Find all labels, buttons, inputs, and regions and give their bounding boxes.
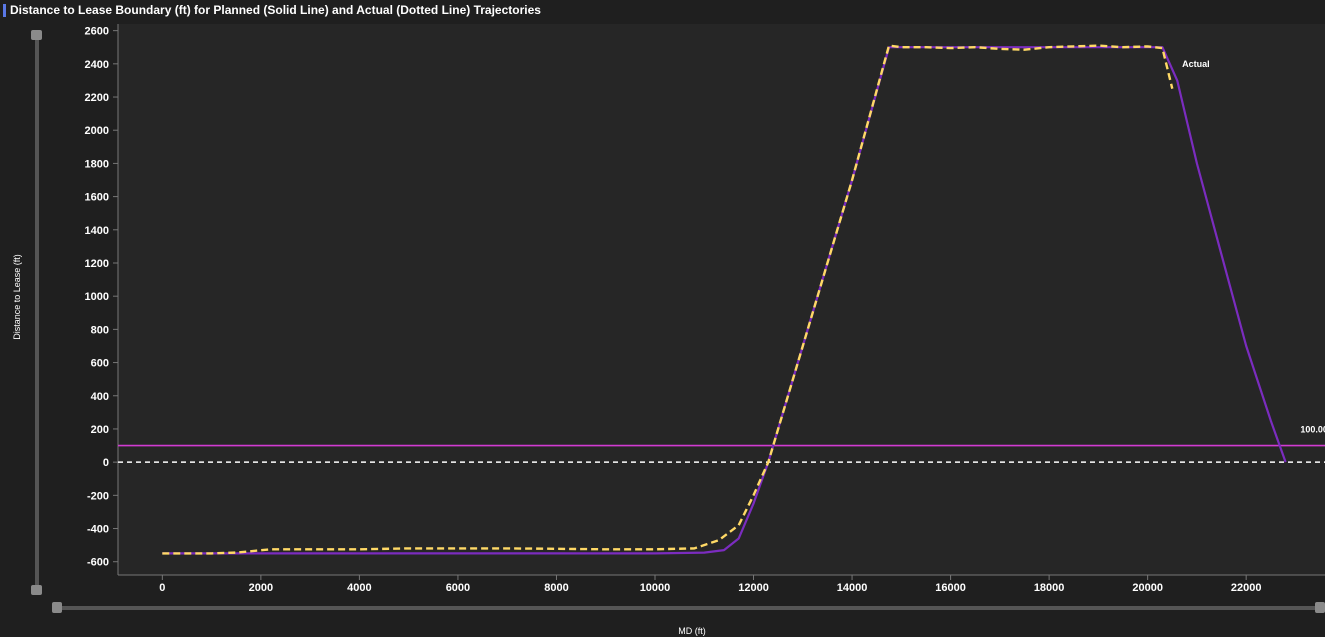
y-tick-label: 200 bbox=[91, 424, 109, 436]
chart-title: Distance to Lease Boundary (ft) for Plan… bbox=[10, 3, 541, 17]
x-tick-label: 12000 bbox=[738, 582, 769, 594]
y-tick-label: 2400 bbox=[85, 59, 109, 71]
vertical-range-slider-bottom-handle[interactable] bbox=[31, 585, 42, 595]
x-tick-label: 6000 bbox=[446, 582, 470, 594]
annotation-label: 100.00 bbox=[1300, 424, 1325, 434]
chart-svg: 2600240022002000180016001400120010008006… bbox=[85, 24, 1325, 594]
vertical-range-slider-top-handle[interactable] bbox=[31, 30, 42, 40]
horizontal-range-slider-track[interactable] bbox=[55, 606, 1322, 610]
y-tick-label: 2600 bbox=[85, 26, 109, 38]
y-tick-label: 0 bbox=[103, 457, 109, 469]
x-tick-label: 20000 bbox=[1132, 582, 1163, 594]
y-tick-label: 600 bbox=[91, 358, 109, 370]
x-tick-label: 4000 bbox=[347, 582, 371, 594]
y-tick-label: -600 bbox=[87, 557, 109, 569]
y-tick-label: 400 bbox=[91, 391, 109, 403]
chart-title-bar: Distance to Lease Boundary (ft) for Plan… bbox=[3, 0, 541, 20]
y-tick-label: 1000 bbox=[85, 291, 109, 303]
x-tick-label: 16000 bbox=[935, 582, 966, 594]
horizontal-range-slider-left-handle[interactable] bbox=[52, 602, 62, 613]
annotation-label: Actual bbox=[1182, 59, 1210, 69]
plot-area[interactable] bbox=[118, 24, 1325, 575]
y-tick-label: 2200 bbox=[85, 92, 109, 104]
actual-trajectory-line bbox=[162, 44, 1174, 555]
y-tick-label: 1200 bbox=[85, 258, 109, 270]
y-tick-label: -400 bbox=[87, 524, 109, 536]
x-tick-label: 0 bbox=[159, 582, 165, 594]
y-tick-label: 2000 bbox=[85, 125, 109, 137]
y-tick-label: 1400 bbox=[85, 225, 109, 237]
y-tick-label: 800 bbox=[91, 324, 109, 336]
y-tick-label: 1800 bbox=[85, 158, 109, 170]
x-axis-label: MD (ft) bbox=[678, 626, 706, 636]
x-tick-label: 10000 bbox=[640, 582, 671, 594]
title-accent-marker bbox=[3, 3, 6, 17]
x-tick-label: 22000 bbox=[1231, 582, 1262, 594]
y-tick-label: -200 bbox=[87, 490, 109, 502]
planned-trajectory-line bbox=[162, 46, 1287, 555]
x-tick-label: 2000 bbox=[249, 582, 273, 594]
vertical-range-slider-track[interactable] bbox=[35, 34, 39, 590]
x-tick-label: 14000 bbox=[837, 582, 868, 594]
horizontal-range-slider-right-handle[interactable] bbox=[1315, 602, 1325, 613]
x-tick-label: 18000 bbox=[1034, 582, 1065, 594]
x-tick-label: 8000 bbox=[544, 582, 568, 594]
y-tick-label: 1600 bbox=[85, 192, 109, 204]
